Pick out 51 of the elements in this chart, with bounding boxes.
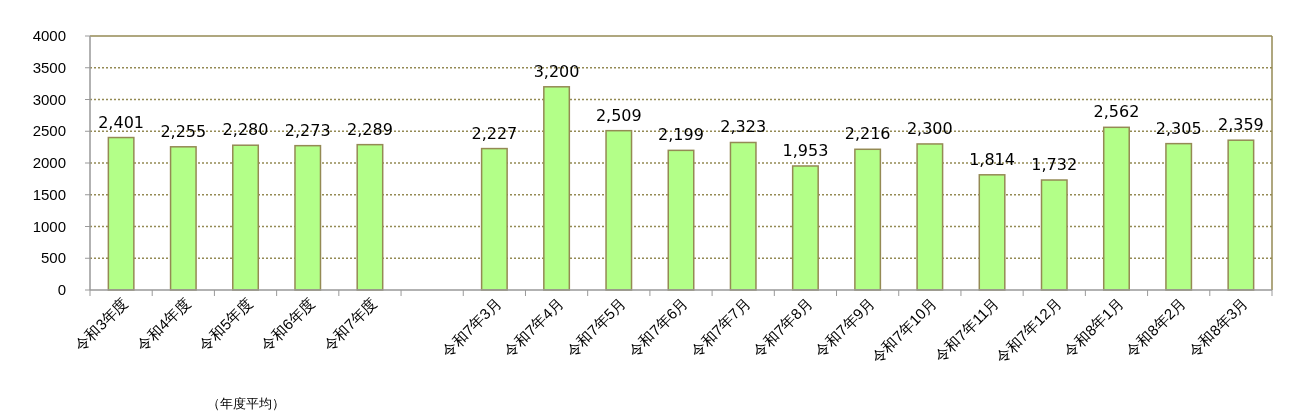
data-label: 2,273	[284, 120, 331, 140]
x-tick-label: 令和3年度	[70, 294, 132, 355]
bar	[791, 165, 819, 291]
data-label: 2,289	[347, 119, 393, 139]
y-tick-label: 1000	[32, 217, 66, 235]
bar	[232, 144, 260, 291]
data-label: 1,814	[969, 149, 1015, 169]
data-label: 2,300	[906, 118, 953, 138]
bar	[169, 146, 197, 291]
bar	[543, 86, 571, 291]
bar	[854, 148, 882, 291]
bar	[1102, 126, 1130, 291]
data-label: 2,359	[1217, 115, 1264, 135]
bar	[1227, 139, 1255, 291]
x-tick-label: 令和6年度	[257, 294, 318, 355]
y-tick-label: 3000	[32, 90, 66, 108]
data-label: 2,509	[595, 105, 642, 125]
data-label: 2,199	[658, 125, 704, 145]
bar	[667, 149, 695, 291]
data-label: 2,280	[222, 120, 269, 140]
bar	[1165, 142, 1193, 291]
data-label: 3,200	[533, 61, 580, 81]
bar	[356, 143, 384, 291]
data-label: 2,323	[720, 117, 767, 137]
x-tick-label: 令和5年度	[195, 294, 256, 355]
x-tick-label: 令和4年度	[133, 294, 194, 355]
data-label: 2,227	[471, 123, 518, 143]
bar	[729, 141, 757, 291]
data-label: 2,401	[98, 112, 145, 132]
text: （年度平均）	[206, 396, 285, 411]
bar	[978, 174, 1006, 291]
y-tick-label: 500	[40, 249, 66, 267]
y-tick-label: 3500	[32, 58, 66, 76]
bar	[294, 144, 322, 291]
bar	[107, 136, 135, 291]
data-label: 1,953	[782, 140, 829, 160]
y-tick-label: 1500	[32, 185, 66, 203]
bar	[1040, 179, 1068, 291]
bar	[605, 129, 633, 291]
y-tick-label: 2000	[32, 154, 66, 171]
data-label: 2,562	[1093, 102, 1140, 122]
y-tick-label: 4000	[32, 27, 66, 44]
bar	[480, 147, 508, 291]
data-label: 2,216	[844, 124, 891, 144]
x-tick-label: 令和7年度	[319, 294, 381, 355]
y-tick-label: 0	[57, 281, 66, 298]
bar	[916, 143, 944, 291]
data-label: 2,305	[1155, 118, 1202, 138]
data-label: 1,732	[1031, 155, 1078, 175]
y-tick-label: 2500	[32, 122, 66, 140]
data-label: 2,255	[160, 121, 207, 141]
